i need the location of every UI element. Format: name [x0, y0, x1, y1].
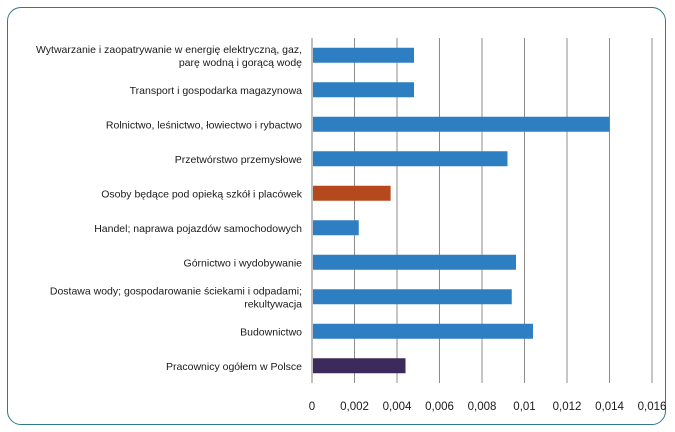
bar: [313, 82, 414, 98]
bar: [313, 47, 414, 63]
category-label: Górnictwo i wydobywanie: [184, 257, 303, 269]
category-label: Budownictwo: [240, 326, 302, 338]
bar: [313, 323, 533, 339]
category-label: Przetwórstwo przemysłowe: [175, 154, 302, 166]
x-tick-label: 0: [309, 401, 315, 413]
bar: [313, 151, 508, 167]
category-label: rekultywacja: [244, 298, 302, 310]
bar: [313, 220, 359, 236]
category-label: Transport i gospodarka magazynowa: [130, 85, 303, 97]
x-tick-label: 0,012: [553, 401, 582, 413]
category-label: Osoby będące pod opieką szkół i placówek: [101, 188, 303, 200]
bar: [313, 289, 512, 305]
category-label: Rolnictwo, leśnictwo, łowiectwo i rybact…: [106, 119, 302, 131]
category-labels: Wytwarzanie i zaopatrywanie w energię el…: [36, 44, 303, 373]
bar: [313, 185, 391, 201]
x-tick-label: 0,008: [468, 401, 497, 413]
category-label: Handel; naprawa pojazdów samochodowych: [94, 223, 302, 235]
category-label: Dostawa wody; gospodarowanie ściekami i …: [50, 285, 302, 297]
x-tick-label: 0,004: [383, 401, 412, 413]
category-label: parę wodną i gorącą wodę: [179, 57, 302, 69]
x-tick-labels: 0 0,002 0,004 0,006 0,008 0,01 0,012 0,014 0,016: [309, 401, 667, 413]
bars: [313, 47, 610, 374]
bar: [313, 116, 610, 132]
category-label: Pracownicy ogółem w Polsce: [166, 361, 302, 373]
chart-frame: [7, 7, 666, 425]
x-tick-label: 0,014: [595, 401, 624, 413]
bar: [313, 358, 406, 374]
x-tick-label: 0,006: [425, 401, 454, 413]
bar: [313, 254, 516, 270]
x-tick-label: 0,016: [638, 401, 667, 413]
category-label: Wytwarzanie i zaopatrywanie w energię el…: [36, 44, 302, 56]
x-tick-label: 0,01: [513, 401, 535, 413]
x-tick-label: 0,002: [340, 401, 369, 413]
